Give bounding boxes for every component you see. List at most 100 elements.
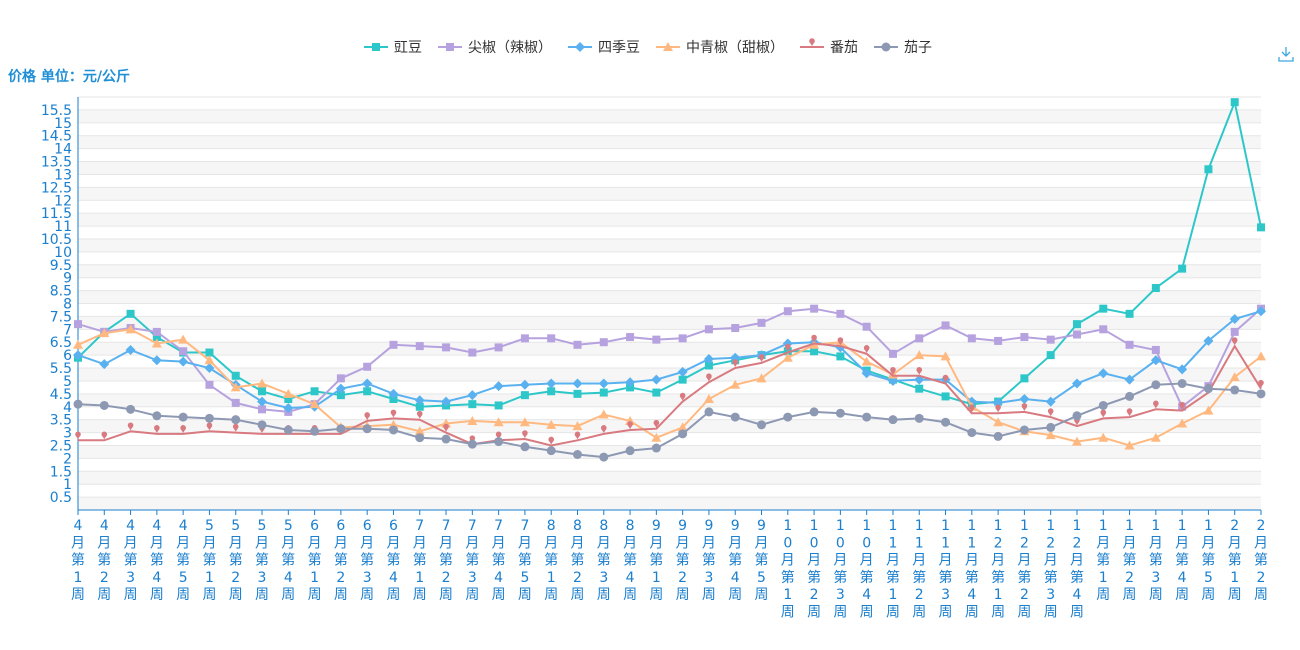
x-tick-label: 1 月第 2 周 bbox=[1123, 518, 1137, 603]
data-point bbox=[1230, 385, 1240, 395]
data-point bbox=[546, 419, 557, 429]
y-tick-label: 13 bbox=[54, 167, 72, 183]
data-point bbox=[811, 334, 817, 343]
x-tick-label: 1 0 月第 4 周 bbox=[860, 518, 874, 621]
y-tick-label: 0.5 bbox=[50, 490, 72, 506]
x-tick-label: 5 月第 1 周 bbox=[202, 518, 216, 603]
data-point bbox=[1151, 284, 1160, 293]
x-tick-label: 5 月第 3 周 bbox=[255, 518, 269, 603]
data-point bbox=[152, 333, 161, 342]
data-point bbox=[258, 405, 267, 414]
data-point bbox=[73, 399, 83, 409]
data-point bbox=[1230, 327, 1239, 336]
data-point bbox=[178, 412, 188, 422]
x-tick-label: 9 月第 3 周 bbox=[702, 518, 716, 603]
x-tick-label: 1 月第 1 周 bbox=[1096, 518, 1110, 603]
data-point bbox=[1100, 409, 1107, 418]
data-point bbox=[73, 350, 83, 361]
data-point bbox=[810, 347, 819, 356]
x-tick-label: 2 月第 2 周 bbox=[1254, 518, 1268, 603]
data-point bbox=[703, 394, 714, 404]
data-point bbox=[783, 412, 793, 422]
data-point bbox=[758, 354, 765, 362]
legend-item-0[interactable]: 豇豆 bbox=[364, 40, 422, 56]
download-icon[interactable] bbox=[1278, 46, 1294, 62]
data-point bbox=[204, 413, 214, 423]
x-tick-label: 7 月第 3 周 bbox=[465, 518, 479, 603]
series-line bbox=[77, 98, 1262, 408]
data-point bbox=[231, 398, 240, 407]
data-point bbox=[230, 382, 241, 392]
data-point bbox=[572, 421, 583, 431]
data-point bbox=[99, 400, 109, 410]
y-tick-label: 7 bbox=[63, 322, 72, 338]
data-point bbox=[1178, 264, 1187, 273]
data-point bbox=[1150, 355, 1161, 366]
legend-item-5[interactable]: 茄子 bbox=[874, 39, 932, 56]
data-point bbox=[494, 401, 503, 410]
x-tick-label: 4 月第 5 周 bbox=[176, 518, 190, 603]
data-point bbox=[204, 355, 215, 365]
data-point bbox=[154, 425, 160, 433]
data-point bbox=[493, 417, 504, 427]
data-point bbox=[1045, 430, 1056, 440]
legend-item-3[interactable]: 中青椒（甜椒） bbox=[656, 40, 784, 56]
x-tick-label: 7 月第 4 周 bbox=[492, 518, 506, 603]
x-tick-label: 6 月第 1 周 bbox=[308, 518, 322, 603]
data-point bbox=[548, 436, 554, 445]
grid-band bbox=[78, 213, 1261, 227]
series-line bbox=[77, 310, 1262, 410]
legend-item-2[interactable]: 四季豆 bbox=[568, 40, 640, 56]
data-point bbox=[941, 392, 950, 401]
legend-label: 茄子 bbox=[904, 39, 932, 56]
data-point bbox=[336, 374, 345, 383]
data-point bbox=[756, 373, 767, 383]
data-point bbox=[1098, 368, 1109, 379]
legend-item-4[interactable]: 番茄 bbox=[800, 38, 858, 56]
y-tick-label: 13.5 bbox=[41, 155, 72, 171]
data-point bbox=[310, 387, 319, 396]
x-tick-label: 4 月第 4 周 bbox=[150, 518, 164, 603]
data-point bbox=[861, 356, 872, 366]
y-tick-label: 14.5 bbox=[41, 129, 72, 145]
data-point bbox=[862, 412, 872, 422]
x-tick-label: 1 月第 4 周 bbox=[1175, 518, 1189, 603]
legend-item-1[interactable]: 尖椒（辣椒） bbox=[438, 40, 552, 56]
data-point bbox=[546, 378, 557, 389]
data-point bbox=[390, 409, 397, 418]
series-1 bbox=[74, 304, 1265, 416]
data-point bbox=[625, 377, 636, 388]
data-point bbox=[1177, 379, 1187, 389]
data-point bbox=[836, 309, 845, 318]
data-point bbox=[677, 366, 688, 377]
data-point bbox=[232, 423, 239, 432]
data-point bbox=[231, 415, 241, 425]
y-tick-label: 1 bbox=[63, 477, 72, 493]
y-tick-label: 9.5 bbox=[50, 258, 72, 274]
y-tick-label: 8 bbox=[63, 297, 72, 313]
data-point bbox=[522, 430, 528, 439]
y-tick-label: 1.5 bbox=[50, 464, 72, 480]
data-point bbox=[1256, 306, 1266, 317]
data-point bbox=[704, 407, 714, 417]
data-point bbox=[283, 403, 294, 414]
y-tick-label: 11 bbox=[54, 219, 72, 235]
y-tick-label: 2 bbox=[63, 451, 72, 467]
data-point bbox=[284, 395, 293, 404]
y-tick-label: 5 bbox=[63, 374, 72, 390]
data-point bbox=[494, 437, 504, 447]
data-point bbox=[205, 348, 214, 357]
data-point bbox=[993, 431, 1003, 441]
x-tick-label: 1 2 月第 4 周 bbox=[1070, 518, 1084, 621]
data-point bbox=[441, 418, 452, 428]
x-tick-label: 5 月第 4 周 bbox=[281, 518, 295, 603]
data-point bbox=[915, 334, 924, 343]
y-tick-label: 4.5 bbox=[50, 387, 72, 403]
data-point bbox=[467, 415, 478, 425]
data-point bbox=[127, 422, 134, 431]
data-point bbox=[152, 411, 162, 421]
data-point bbox=[416, 410, 423, 419]
data-point bbox=[1229, 372, 1240, 382]
x-tick-label: 8 月第 1 周 bbox=[544, 518, 558, 603]
